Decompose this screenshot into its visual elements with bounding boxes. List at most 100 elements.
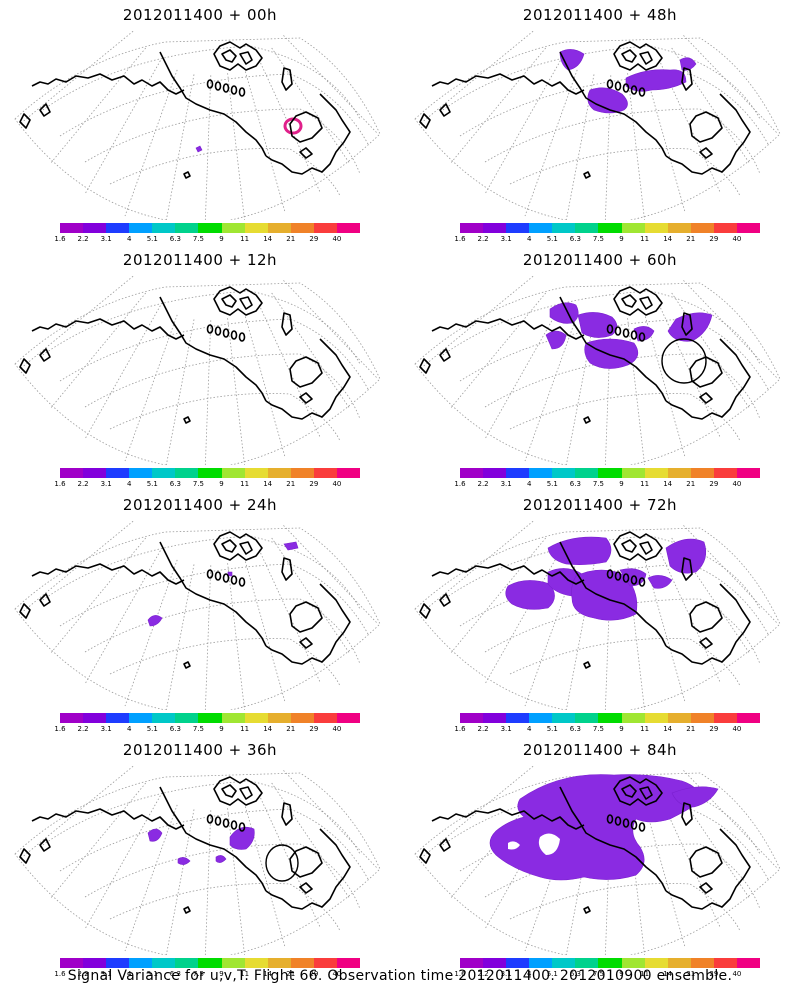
- color-scale-swatch: [244, 958, 268, 968]
- color-scale-swatch: [198, 468, 222, 478]
- color-scale-swatch: [575, 468, 599, 478]
- graticule: [414, 275, 781, 465]
- color-scale-tick-label: 21: [286, 480, 296, 488]
- color-scale-swatch: [83, 468, 107, 478]
- color-scale-tick-label: 14: [263, 480, 273, 488]
- color-scale-tick-label: 4: [126, 235, 132, 243]
- panel-title: 2012011400 + 24h: [122, 496, 278, 514]
- meridian-line: [419, 275, 534, 370]
- color-scale-tick-label: 7.5: [192, 235, 205, 243]
- color-scale-swatch: [621, 958, 645, 968]
- color-scale-swatch: [336, 713, 361, 723]
- color-scale-tick-label: 29: [709, 725, 719, 733]
- forecast-panel: 2012011400 + 60h 1.6 2.2 3.1 4 5.1 6.3 7.5 9 11 14…: [400, 245, 800, 490]
- color-scale-labels: 1.6 2.2 3.1 4 5.1 6.3 7.5 9 11 14 21 29 40: [454, 725, 760, 735]
- color-scale-swatch: [667, 468, 691, 478]
- contour-ring: [661, 338, 707, 384]
- variance-gap: [538, 833, 560, 855]
- island-shape: [606, 79, 614, 89]
- color-scale-tick-label: 14: [263, 970, 273, 978]
- meridian-line: [204, 320, 212, 465]
- meridian-line: [271, 537, 351, 655]
- color-scale-tick-label: 1.6: [454, 480, 466, 488]
- color-scale-tick-label: 14: [663, 480, 673, 488]
- meridian-line: [644, 313, 686, 458]
- forecast-panel: 2012011400 + 84h 1.6 2.2 3.1 4 5.1 6.3 7.5 9 11 14…: [400, 735, 800, 980]
- latitude-line: [509, 393, 741, 442]
- color-scale-swatch: [106, 958, 130, 968]
- color-scale-tick-label: 40: [332, 480, 342, 488]
- color-scale-swatch: [313, 958, 337, 968]
- island-shape: [238, 87, 246, 97]
- color-scale-swatch: [106, 713, 130, 723]
- color-scale-tick-label: 7.5: [592, 480, 605, 488]
- latitude-line: [39, 290, 361, 365]
- graticule: [14, 765, 381, 955]
- panel-title: 2012011400 + 36h: [122, 741, 278, 759]
- color-scale-swatch: [713, 468, 737, 478]
- forecast-panel: 2012011400 + 72h 1.6 2.2 3.1 4 5.1 6.3 7.5 9 11 14…: [400, 490, 800, 735]
- color-scale-tick-label: 9: [619, 480, 624, 488]
- color-scale-swatch: [221, 958, 245, 968]
- forecast-panel: 2012011400 + 36h 1.6 2.2 3.1 4 5.1 6.3 7.5 9 11 14…: [0, 735, 400, 980]
- island-shape: [638, 87, 646, 97]
- color-scale-swatch: [736, 223, 761, 233]
- panel-title: 2012011400 + 72h: [522, 496, 678, 514]
- color-scale-swatch: [129, 958, 153, 968]
- color-scale-swatch: [690, 713, 714, 723]
- color-scale-tick-label: 11: [240, 480, 250, 488]
- forecast-panel: 2012011400 + 00h 1.6 2.2 3.1 4 5.1 6.3 7.5 9 11 14…: [0, 0, 400, 245]
- color-scale-tick-label: 1.6: [54, 235, 66, 243]
- variance-region: [545, 330, 567, 350]
- color-scale-tick-label: 40: [332, 725, 342, 733]
- island-shape: [630, 820, 638, 830]
- color-scale-tick-label: 1.6: [54, 480, 66, 488]
- color-scale-swatch: [106, 468, 130, 478]
- meridian-line: [484, 550, 561, 685]
- island-shape: [206, 79, 214, 89]
- color-scale-swatch: [290, 223, 314, 233]
- meridian-line: [49, 537, 147, 655]
- forecast-panel: 2012011400 + 24h 1.6 2.2 3.1 4 5.1 6.3 7.5 9 11 14…: [0, 490, 400, 735]
- meridian-line: [484, 60, 561, 195]
- meridian-line: [271, 292, 351, 410]
- meridian-line: [84, 795, 161, 930]
- coastline: [419, 286, 751, 424]
- meridian-line: [124, 69, 178, 217]
- coastline: [19, 41, 351, 179]
- domain-boundary: [414, 772, 781, 955]
- polar-projection-map: [414, 520, 781, 710]
- color-scale-swatch: [129, 713, 153, 723]
- meridian-line: [283, 280, 379, 380]
- island-shape: [206, 814, 214, 824]
- color-scale-tick-label: 1.6: [454, 725, 466, 733]
- polar-projection-map: [14, 275, 381, 465]
- color-scale-swatch: [644, 713, 668, 723]
- color-scale-tick-label: 9: [619, 970, 624, 978]
- variance-region: [647, 575, 673, 589]
- meridian-line: [84, 305, 161, 440]
- variance-region: [671, 786, 719, 808]
- color-scale-swatch: [713, 223, 737, 233]
- graticule: [14, 30, 381, 220]
- meridian-line: [524, 69, 578, 217]
- meridian-line: [124, 804, 178, 952]
- domain-boundary: [14, 772, 381, 955]
- color-scale-swatch: [460, 468, 484, 478]
- meridian-line: [227, 563, 245, 710]
- color-scale-swatch: [460, 223, 484, 233]
- color-scale-tick-label: 4: [526, 725, 532, 733]
- color-scale-swatch: [483, 223, 507, 233]
- color-scale-swatch: [529, 958, 553, 968]
- color-scale-swatch: [152, 223, 176, 233]
- island-shape: [238, 822, 246, 832]
- color-scale-tick-label: 6.3: [569, 725, 581, 733]
- panel-title: 2012011400 + 84h: [522, 741, 678, 759]
- color-scale-tick-label: 3.1: [100, 725, 112, 733]
- color-scale-tick-label: 6.3: [169, 480, 181, 488]
- color-scale-swatch: [175, 958, 199, 968]
- island-shape: [622, 83, 630, 93]
- island-shape: [214, 571, 222, 581]
- color-scale-swatch: [690, 468, 714, 478]
- meridian-line: [449, 292, 547, 410]
